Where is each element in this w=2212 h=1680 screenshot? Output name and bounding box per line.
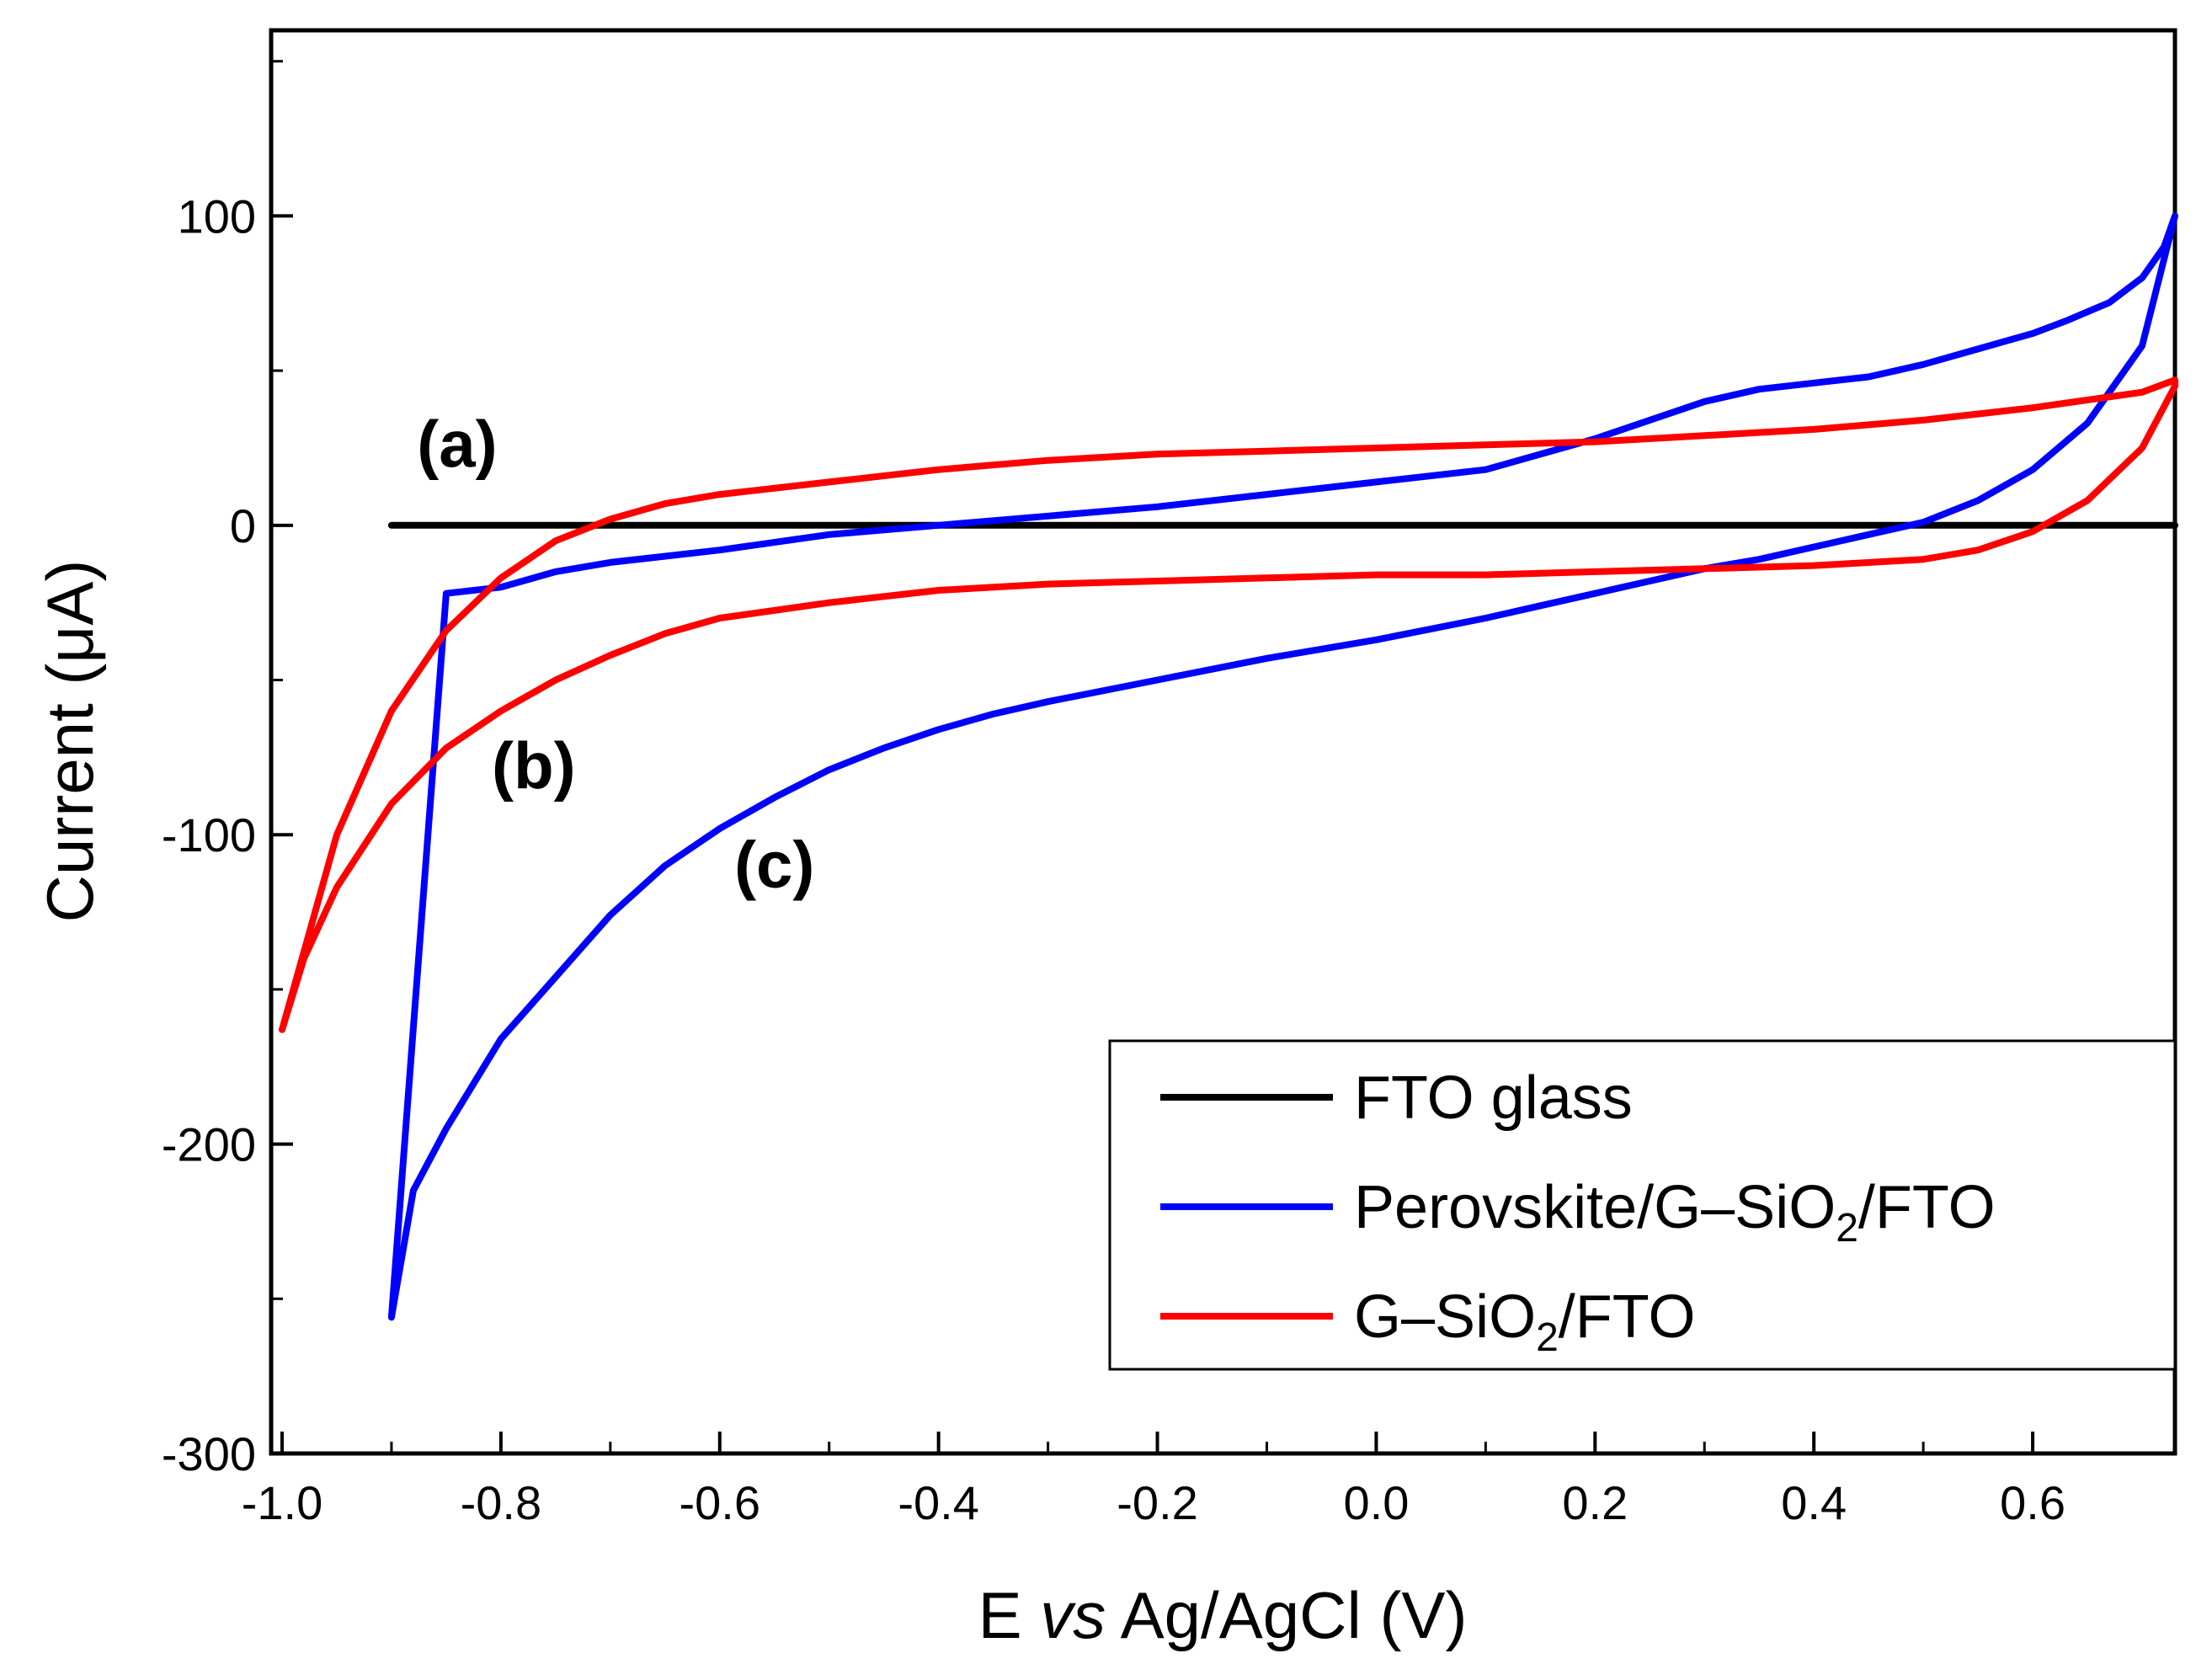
legend: FTO glass Perovskite/G–SiO2/FTO G–SiO2/FTO xyxy=(1108,1039,2177,1371)
series-layer xyxy=(279,212,2178,1321)
y-tick-label: 100 xyxy=(178,189,256,243)
curve-label: (c) xyxy=(734,828,814,902)
curve-labels: (a) (b) (c) xyxy=(417,407,814,902)
y-tick-label: -200 xyxy=(162,1118,256,1171)
y-axis-ticks: -300 -200 -100 0 100 xyxy=(162,60,293,1480)
curve-label: (a) xyxy=(417,407,497,481)
x-tick-label: -0.6 xyxy=(680,1476,761,1529)
x-tick-label: -0.2 xyxy=(1117,1476,1198,1529)
x-tick-label: -1.0 xyxy=(242,1476,323,1529)
series-line-1 xyxy=(387,212,2178,1321)
legend-label: FTO glass xyxy=(1354,1064,1633,1132)
x-axis-title: E vs Ag/AgCl (V) xyxy=(978,1578,1468,1652)
y-axis-title: Current (μA) xyxy=(33,560,107,923)
series-line-2 xyxy=(279,376,2178,1033)
x-tick-label: 0.0 xyxy=(1343,1476,1409,1529)
x-tick-label: -0.4 xyxy=(898,1476,979,1529)
y-tick-label: -100 xyxy=(162,808,256,861)
x-tick-label: -0.8 xyxy=(461,1476,542,1529)
legend-label: G–SiO2/FTO xyxy=(1354,1283,1695,1360)
x-tick-label: 0.4 xyxy=(1781,1476,1847,1529)
curve-label: (b) xyxy=(492,728,576,803)
y-tick-label: 0 xyxy=(230,499,256,552)
x-tick-label: 0.6 xyxy=(2000,1476,2065,1529)
x-tick-label: 0.2 xyxy=(1562,1476,1628,1529)
x-axis-ticks: -1.0 -0.8 -0.6 -0.4 -0.2 0.0 0.2 0.4 0.6 xyxy=(242,1432,2065,1529)
legend-label: Perovskite/G–SiO2/FTO xyxy=(1354,1174,1996,1251)
y-tick-label: -300 xyxy=(162,1427,256,1480)
plot-area xyxy=(269,28,2177,1456)
